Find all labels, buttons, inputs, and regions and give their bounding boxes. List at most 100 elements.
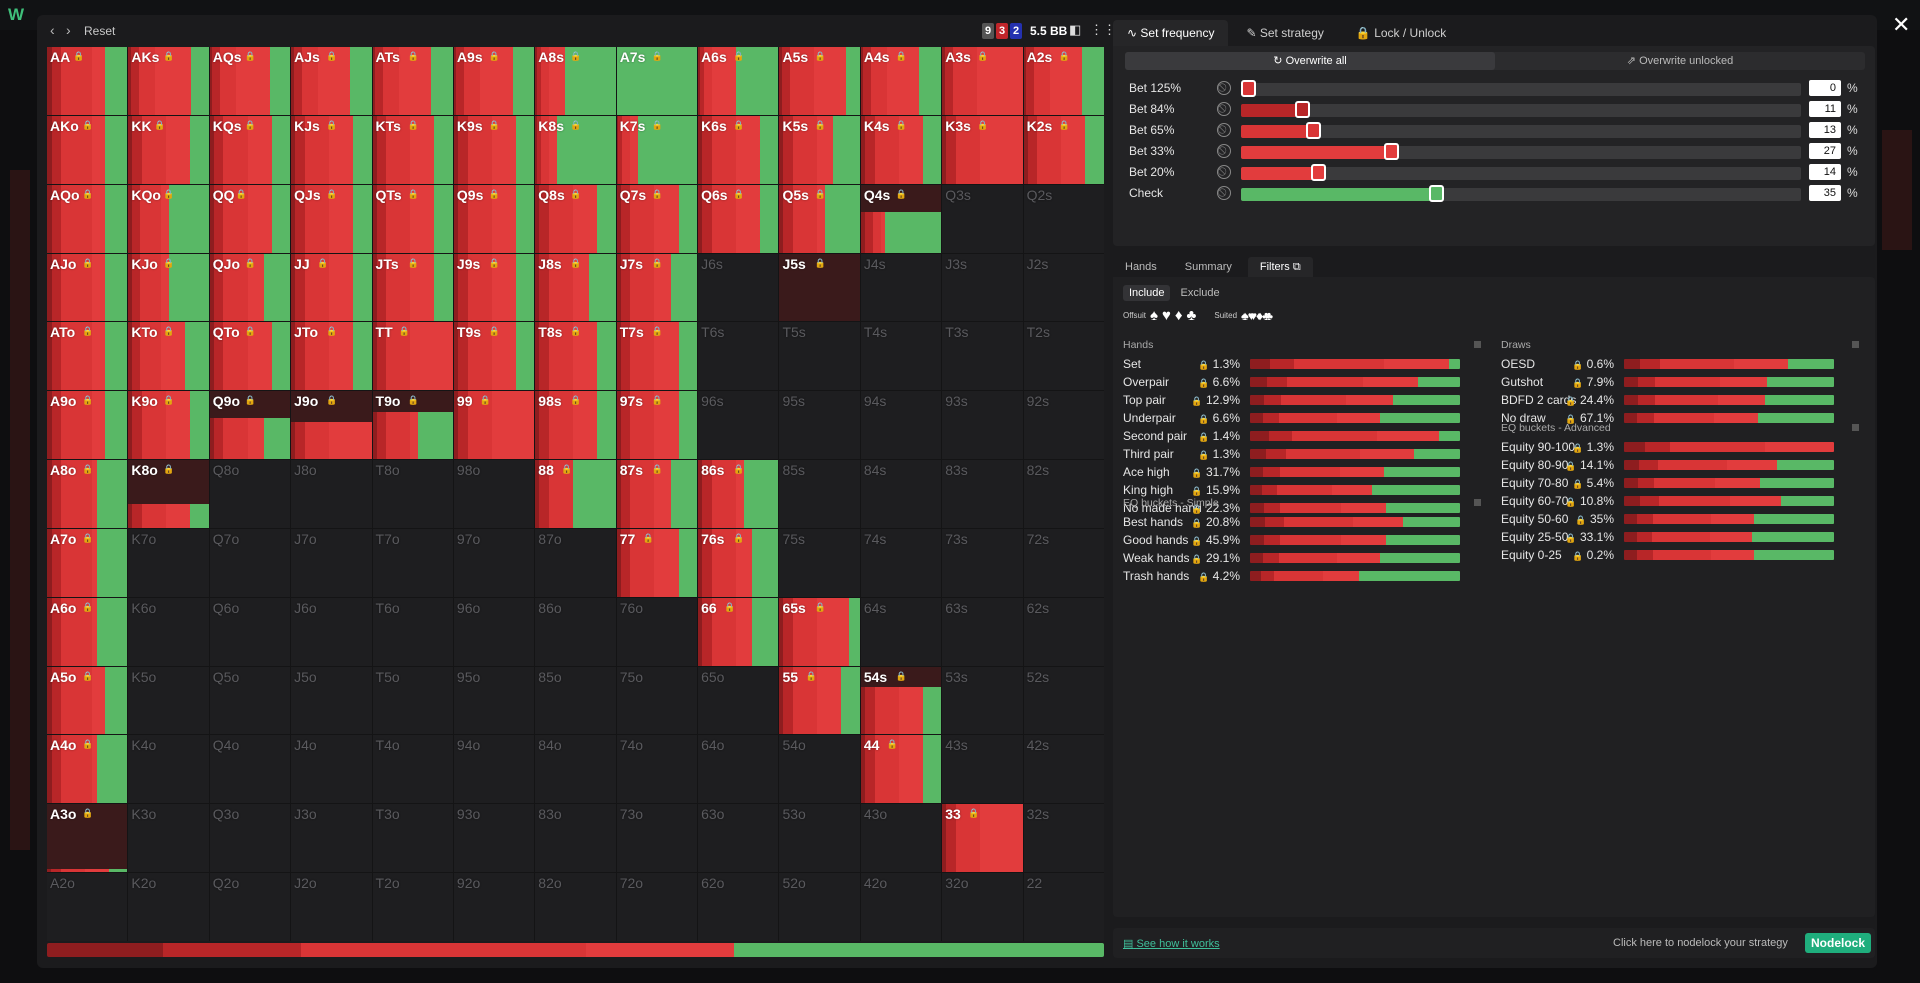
filter-row[interactable]: Second pair 🔒 1.4% <box>1123 428 1493 444</box>
hand-cell[interactable]: 65s 🔒 <box>779 597 860 666</box>
heart-icon[interactable]: ♥ <box>1161 307 1171 324</box>
hand-cell[interactable]: 75o <box>616 666 698 735</box>
filter-row[interactable]: Equity 80-90 🔒 14.1% <box>1501 457 1871 473</box>
hand-cell[interactable]: A5o 🔒 <box>47 666 128 735</box>
hand-cell[interactable]: 77 🔒 <box>616 528 698 597</box>
hand-cell[interactable]: T8s 🔒 <box>535 322 616 391</box>
hand-cell[interactable]: KK 🔒 <box>128 115 209 184</box>
hand-cell[interactable]: AQo 🔒 <box>47 184 128 253</box>
hand-cell[interactable]: QTs 🔒 <box>372 184 453 253</box>
hand-cell[interactable]: J6o <box>291 597 372 666</box>
hand-cell[interactable]: A9o 🔒 <box>47 391 128 460</box>
hand-cell[interactable]: 84o <box>535 735 616 804</box>
hand-cell[interactable]: 72o <box>616 873 698 941</box>
hand-cell[interactable]: A8o 🔒 <box>47 460 128 528</box>
hand-cell[interactable]: 72s <box>1023 528 1104 597</box>
hand-cell[interactable]: J9s 🔒 <box>453 253 535 322</box>
hand-cell[interactable]: K5s 🔒 <box>779 115 860 184</box>
hand-cell[interactable]: AA 🔒 <box>47 47 128 115</box>
hand-cell[interactable]: 73s <box>942 528 1023 597</box>
hand-cell[interactable]: J5o <box>291 666 372 735</box>
hand-cell[interactable]: Q9o 🔒 <box>209 391 291 460</box>
frequency-slider[interactable] <box>1241 164 1801 181</box>
hand-cell[interactable]: KJs 🔒 <box>291 115 372 184</box>
hand-cell[interactable]: 53s <box>942 666 1023 735</box>
hand-cell[interactable]: 96s <box>698 391 779 460</box>
hand-cell[interactable]: A6o 🔒 <box>47 597 128 666</box>
section-toggle[interactable] <box>1474 341 1481 348</box>
filter-row[interactable]: Equity 0-25 🔒 0.2% <box>1501 547 1871 563</box>
slider-thumb[interactable] <box>1429 185 1444 202</box>
hand-cell[interactable]: JTs 🔒 <box>372 253 453 322</box>
hand-cell[interactable]: A7o 🔒 <box>47 528 128 597</box>
hand-cell[interactable]: 54o <box>779 735 860 804</box>
hand-cell[interactable]: K9s 🔒 <box>453 115 535 184</box>
hand-cell[interactable]: JTo 🔒 <box>291 322 372 391</box>
hand-cell[interactable]: 53o <box>779 804 860 873</box>
hand-cell[interactable]: 52o <box>779 873 860 941</box>
hand-cell[interactable]: JJ 🔒 <box>291 253 372 322</box>
filter-row[interactable]: Overpair 🔒 6.6% <box>1123 374 1493 390</box>
hand-cell[interactable]: A7s 🔒 <box>616 47 698 115</box>
hand-cell[interactable]: K7o <box>128 528 209 597</box>
hand-cell[interactable]: 98s 🔒 <box>535 391 616 460</box>
hand-cell[interactable]: J4o <box>291 735 372 804</box>
hand-cell[interactable]: Q6o <box>209 597 291 666</box>
filter-row[interactable]: King high 🔒 15.9% <box>1123 482 1493 498</box>
hand-cell[interactable]: Q5s 🔒 <box>779 184 860 253</box>
hand-cell[interactable]: 75s <box>779 528 860 597</box>
hand-cell[interactable]: Q3o <box>209 804 291 873</box>
hand-cell[interactable]: J6s <box>698 253 779 322</box>
hand-cell[interactable]: ATo 🔒 <box>47 322 128 391</box>
hand-cell[interactable]: 97o <box>453 528 535 597</box>
hand-cell[interactable]: 52s <box>1023 666 1104 735</box>
frequency-input[interactable]: 13 <box>1809 122 1841 138</box>
hand-cell[interactable]: 94o <box>453 735 535 804</box>
hand-cell[interactable]: 62o <box>698 873 779 941</box>
hand-cell[interactable]: T3o <box>372 804 453 873</box>
hand-cell[interactable]: J8o <box>291 460 372 528</box>
hand-cell[interactable]: 95s <box>779 391 860 460</box>
suited-spade-icon[interactable]: ♠♠ <box>1241 308 1248 323</box>
hand-cell[interactable]: AJo 🔒 <box>47 253 128 322</box>
hand-cell[interactable]: 55 🔒 <box>779 666 860 735</box>
filter-row[interactable]: No made hand 🔒 22.3% <box>1123 500 1493 516</box>
block-icon[interactable]: ⃠ <box>1217 165 1231 179</box>
hand-cell[interactable]: T6s <box>698 322 779 391</box>
hand-cell[interactable]: 95o <box>453 666 535 735</box>
hand-cell[interactable]: 92o <box>453 873 535 941</box>
hand-cell[interactable]: ATs 🔒 <box>372 47 453 115</box>
hand-cell[interactable]: J5s 🔒 <box>779 253 860 322</box>
hand-cell[interactable]: K8o 🔒 <box>128 460 209 528</box>
overwrite-all-button[interactable]: ↻ Overwrite all <box>1125 52 1495 70</box>
filter-row[interactable]: Equity 70-80 🔒 5.4% <box>1501 475 1871 491</box>
hand-cell[interactable]: 83s <box>942 460 1023 528</box>
frequency-slider[interactable] <box>1241 185 1801 202</box>
suited-club-icon[interactable]: ♣♣ <box>1262 308 1273 323</box>
hand-cell[interactable]: K6s 🔒 <box>698 115 779 184</box>
hand-cell[interactable]: Q8s 🔒 <box>535 184 616 253</box>
hand-cell[interactable]: QJo 🔒 <box>209 253 291 322</box>
hand-cell[interactable]: 85s <box>779 460 860 528</box>
hand-cell[interactable]: 85o <box>535 666 616 735</box>
hand-cell[interactable]: Q4s 🔒 <box>860 184 942 253</box>
hand-cell[interactable]: K5o <box>128 666 209 735</box>
hand-cell[interactable]: KQs 🔒 <box>209 115 291 184</box>
hand-cell[interactable]: T8o <box>372 460 453 528</box>
filter-row[interactable]: Underpair 🔒 6.6% <box>1123 410 1493 426</box>
filter-row[interactable]: Set 🔒 1.3% <box>1123 356 1493 372</box>
nodelock-button[interactable]: Nodelock <box>1805 933 1872 953</box>
hand-cell[interactable]: J9o 🔒 <box>291 391 372 460</box>
hand-cell[interactable]: J2o <box>291 873 372 941</box>
frequency-slider[interactable] <box>1241 101 1801 118</box>
hand-cell[interactable]: 74o <box>616 735 698 804</box>
hand-cell[interactable]: J7o <box>291 528 372 597</box>
hand-cell[interactable]: 66 🔒 <box>698 597 779 666</box>
tab-set-frequency[interactable]: ∿ Set frequency <box>1113 20 1229 46</box>
hand-cell[interactable]: 43o <box>860 804 942 873</box>
tab-filters[interactable]: Filters ⧉ <box>1247 257 1313 277</box>
tab-hands[interactable]: Hands <box>1125 261 1157 273</box>
hand-cell[interactable]: T2s <box>1023 322 1104 391</box>
filter-row[interactable]: BDFD 2 cards 🔒 24.4% <box>1501 392 1871 408</box>
filter-row[interactable]: Equity 60-70 🔒 10.8% <box>1501 493 1871 509</box>
